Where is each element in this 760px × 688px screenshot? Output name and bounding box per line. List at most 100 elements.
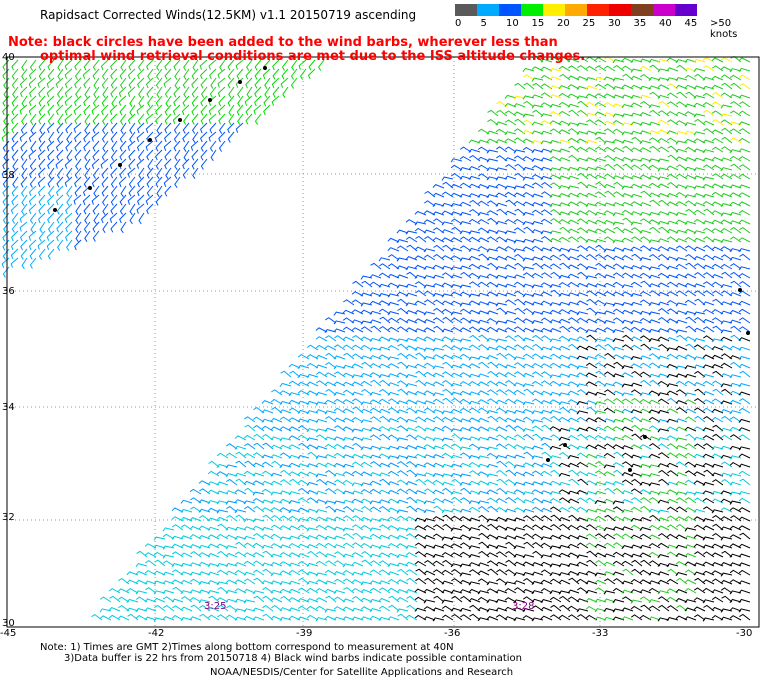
wind-barb (531, 293, 544, 298)
wind-barb (513, 95, 526, 100)
wind-barb (271, 460, 283, 468)
wind-barb (153, 570, 166, 576)
wind-barb (306, 400, 319, 406)
wind-barb (684, 174, 697, 180)
wind-barb (630, 301, 643, 306)
wind-barb (513, 481, 526, 486)
wind-barb (333, 320, 346, 325)
wind-barb (523, 388, 535, 396)
wind-barb (486, 518, 499, 523)
wind-barb (513, 274, 526, 279)
wind-barb (74, 95, 82, 107)
lon-label-30: -30 (736, 628, 753, 639)
wind-barb (703, 469, 715, 477)
wind-barb (730, 226, 742, 234)
wind-barb (64, 113, 73, 124)
wind-barb (478, 541, 490, 549)
wind-barb (702, 570, 715, 576)
wind-barb (585, 139, 598, 144)
wind-barb (594, 426, 607, 432)
wind-barb (513, 617, 526, 622)
wind-barb (576, 571, 589, 576)
wind-barb (729, 500, 742, 505)
wind-barb (477, 184, 490, 189)
wind-barb (693, 68, 706, 73)
wind-barb (83, 104, 91, 116)
wind-barb (342, 471, 355, 477)
wind-barb (387, 616, 400, 621)
wind-barb (29, 86, 37, 98)
wind-barb (486, 194, 499, 199)
wind-barb (369, 518, 382, 523)
wind-barb (531, 455, 544, 460)
wind-barb (450, 218, 463, 225)
wind-barb (621, 209, 634, 216)
wind-barb (568, 469, 580, 477)
wind-barb (225, 534, 238, 540)
wind-barb (433, 253, 445, 261)
wind-barb (288, 491, 301, 496)
wind-barb (180, 524, 193, 531)
wind-barb (630, 147, 643, 153)
wind-barb (469, 199, 481, 207)
wind-barb (684, 84, 697, 90)
wind-barb (423, 472, 436, 477)
wind-barb (504, 210, 517, 216)
wind-barb (711, 606, 724, 612)
wind-barb (441, 551, 454, 558)
wind-barb (558, 193, 571, 198)
wind-barb (684, 527, 697, 532)
wind-barb (370, 379, 382, 387)
wind-barb (522, 615, 535, 621)
wind-barb (648, 571, 661, 576)
wind-barb (397, 613, 409, 621)
wind-barb (549, 328, 562, 333)
wind-barb (441, 473, 454, 478)
wind-barb (531, 301, 544, 306)
wind-barb (47, 149, 55, 161)
wind-barb (666, 299, 679, 306)
wind-barb (441, 308, 454, 315)
wind-barb (477, 562, 490, 567)
wind-barb (405, 561, 418, 567)
wind-barb (486, 291, 499, 297)
wind-barb (110, 149, 118, 161)
wind-barb (182, 131, 190, 143)
wind-barb (423, 355, 436, 361)
wind-barb (423, 275, 436, 280)
wind-barb (577, 271, 589, 279)
wind-barb (333, 452, 346, 459)
wind-barb (117, 615, 130, 621)
wind-barb (324, 608, 337, 613)
wind-barb (333, 500, 346, 505)
wind-barb (523, 308, 535, 315)
wind-barb (333, 355, 346, 360)
wind-barb (702, 374, 715, 379)
wind-barb (595, 254, 607, 261)
wind-barb (639, 526, 652, 531)
wind-barb (315, 445, 328, 450)
wind-barb (703, 164, 715, 171)
wind-barb (459, 317, 472, 324)
wind-barb (189, 616, 202, 621)
quality-circle (238, 80, 242, 84)
wind-barb (658, 307, 670, 315)
wind-barb (56, 149, 64, 161)
wind-barb (612, 381, 625, 387)
wind-barb (594, 56, 607, 63)
wind-barb (11, 230, 19, 242)
wind-barb (639, 317, 652, 324)
wind-barb (675, 400, 688, 405)
wind-barb (450, 158, 463, 163)
wind-barb (155, 149, 163, 161)
wind-barb (468, 545, 481, 550)
wind-barb (432, 560, 445, 567)
wind-barb (252, 497, 265, 504)
wind-barb (541, 380, 553, 387)
wind-barb (504, 490, 517, 495)
wind-barb (486, 497, 499, 504)
wind-barb (630, 578, 643, 585)
wind-barb (540, 83, 553, 90)
wind-barb (693, 463, 706, 468)
wind-barb (459, 353, 472, 360)
